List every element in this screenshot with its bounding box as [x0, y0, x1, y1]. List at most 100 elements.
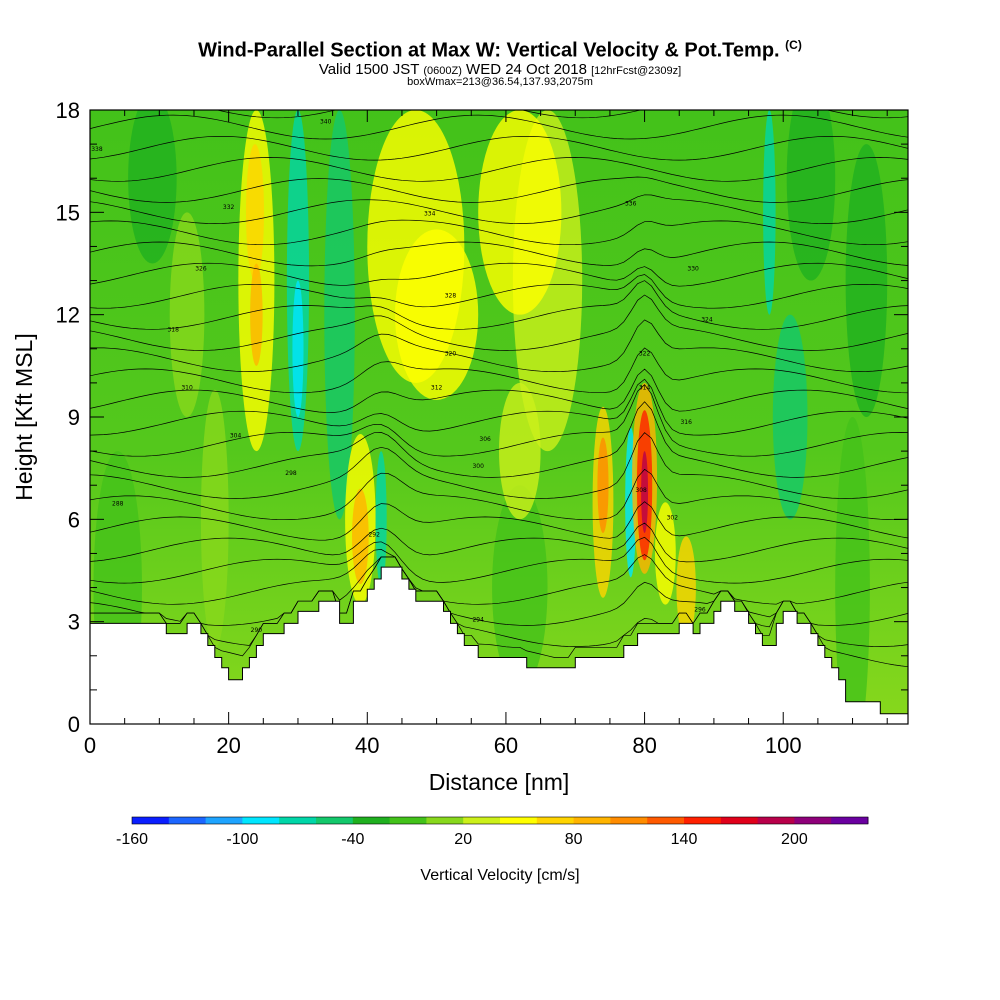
contour-label: 318: [167, 327, 179, 334]
x-tick-label: 20: [216, 733, 240, 758]
colorbar-swatch: [242, 817, 280, 824]
x-tick-label: 0: [84, 733, 96, 758]
contour-label: 324: [701, 316, 713, 323]
y-tick-label: 6: [68, 507, 80, 532]
theta-isoline: [90, 219, 908, 246]
velocity-region: [786, 110, 836, 281]
colorbar-swatch: [647, 817, 685, 824]
theta-isoline: [215, 110, 908, 119]
theta-isoline: [90, 294, 908, 351]
contour-label: 290: [251, 627, 263, 634]
y-tick-label: 0: [68, 712, 80, 737]
contour-label: 294: [472, 617, 484, 624]
velocity-region: [250, 263, 263, 366]
theta-isoline: [90, 241, 908, 267]
colorbar-frame: [131, 816, 869, 825]
colorbar-swatch: [536, 817, 575, 824]
axis-ticks: 0 20 40 60 80 100 0 3 6 9 12 15 18: [56, 98, 908, 758]
velocity-region: [835, 417, 870, 724]
contour-label: 332: [223, 204, 235, 211]
theta-isoline: [90, 432, 908, 499]
theta-isoline: [90, 73, 908, 97]
y-tick-label: 9: [68, 405, 80, 430]
forecast-info: [12hrFcst@2309z]: [591, 65, 682, 77]
contour-label: 336: [625, 201, 637, 208]
terrain: [90, 566, 908, 724]
y-tick-label: 12: [56, 303, 80, 328]
contour-label: 304: [230, 432, 242, 439]
velocity-region: [375, 451, 387, 588]
x-tick-label: 80: [632, 733, 656, 758]
colorbar-swatch: [389, 817, 427, 824]
velocity-region: [292, 280, 304, 417]
colorbar-swatch: [426, 817, 464, 824]
colorbar: -160 -100 -40 20 80 140 200: [116, 816, 869, 848]
contour-label: 314: [639, 385, 651, 392]
y-tick-label: 15: [56, 200, 80, 225]
contour-label: 292: [368, 531, 380, 538]
contour-labels: 288 290 292 294 296 298 300 302 304 306 308 310 312 3…: [91, 119, 713, 634]
colorbar-swatch: [610, 817, 648, 824]
theta-isoline: [90, 135, 908, 161]
colorbar-swatch: [500, 817, 538, 824]
contour-label: 316: [680, 419, 692, 426]
colorbar-swatch: [168, 817, 207, 824]
colorbar-swatch: [279, 817, 317, 824]
colorbar-swatch: [794, 817, 832, 824]
valid-time-line: Valid 1500 JST (0600Z) WED 24 Oct 2018 […: [0, 61, 1000, 78]
x-tick-label: 60: [494, 733, 518, 758]
colorbar-swatch: [463, 817, 501, 824]
theta-isoline: [90, 384, 908, 457]
velocity-region: [597, 437, 609, 533]
y-tick-label: 3: [68, 610, 80, 635]
title-mark: (C): [785, 38, 802, 52]
theta-isoline: [90, 522, 908, 563]
theta-isoline: [90, 468, 908, 521]
theta-isoline: [90, 556, 908, 626]
contour-label: 310: [181, 385, 193, 392]
y-axis-label: Height [Kft MSL]: [11, 333, 37, 500]
contour-label: 300: [472, 463, 484, 470]
colorbar-swatch: [573, 817, 611, 824]
theta-isoline: [90, 319, 908, 372]
theta-isoline: [90, 378, 908, 436]
y-tick-label: 18: [56, 98, 80, 123]
velocity-region: [845, 144, 888, 418]
colorbar-tick-label: 80: [565, 831, 583, 848]
velocity-region: [245, 144, 264, 281]
colorbar-swatch: [684, 817, 722, 824]
theta-isoline: [90, 176, 908, 203]
theta-isoline: [90, 280, 908, 330]
colorbar-swatch: [757, 817, 795, 824]
velocity-region: [324, 110, 355, 520]
contour-label: 306: [479, 436, 491, 443]
colorbar-tick-label: 140: [671, 831, 698, 848]
colorbar-tick-label: 200: [781, 831, 808, 848]
theta-isoline: [90, 536, 908, 584]
theta-isoline: [90, 549, 908, 605]
valid-prefix: Valid 1500 JST: [318, 61, 420, 78]
contour-label: 322: [639, 351, 651, 358]
colorbar-swatch: [831, 817, 869, 824]
contour-label: 334: [424, 211, 436, 218]
colorbar-swatch: [352, 817, 391, 824]
colorbar-tick-label: -160: [116, 831, 148, 848]
colorbar-swatch: [720, 817, 759, 824]
contour-label: 312: [431, 385, 443, 392]
theta-isoline: [90, 347, 908, 394]
theta-isoline: [90, 401, 908, 478]
colorbar-swatch: [132, 817, 170, 824]
theta-isoline: [90, 194, 908, 224]
theta-isoline: [90, 262, 908, 287]
contour-label: 298: [285, 470, 297, 477]
colorbar-tick-label: 20: [454, 831, 472, 848]
velocity-region: [654, 502, 676, 605]
contour-label: 296: [694, 606, 706, 613]
velocity-region: [128, 110, 177, 264]
x-axis-label: Distance [nm]: [429, 769, 570, 795]
velocity-region: [492, 485, 548, 690]
velocity-region: [352, 488, 369, 585]
velocity-region: [478, 110, 562, 315]
contour-label: 308: [635, 487, 647, 494]
